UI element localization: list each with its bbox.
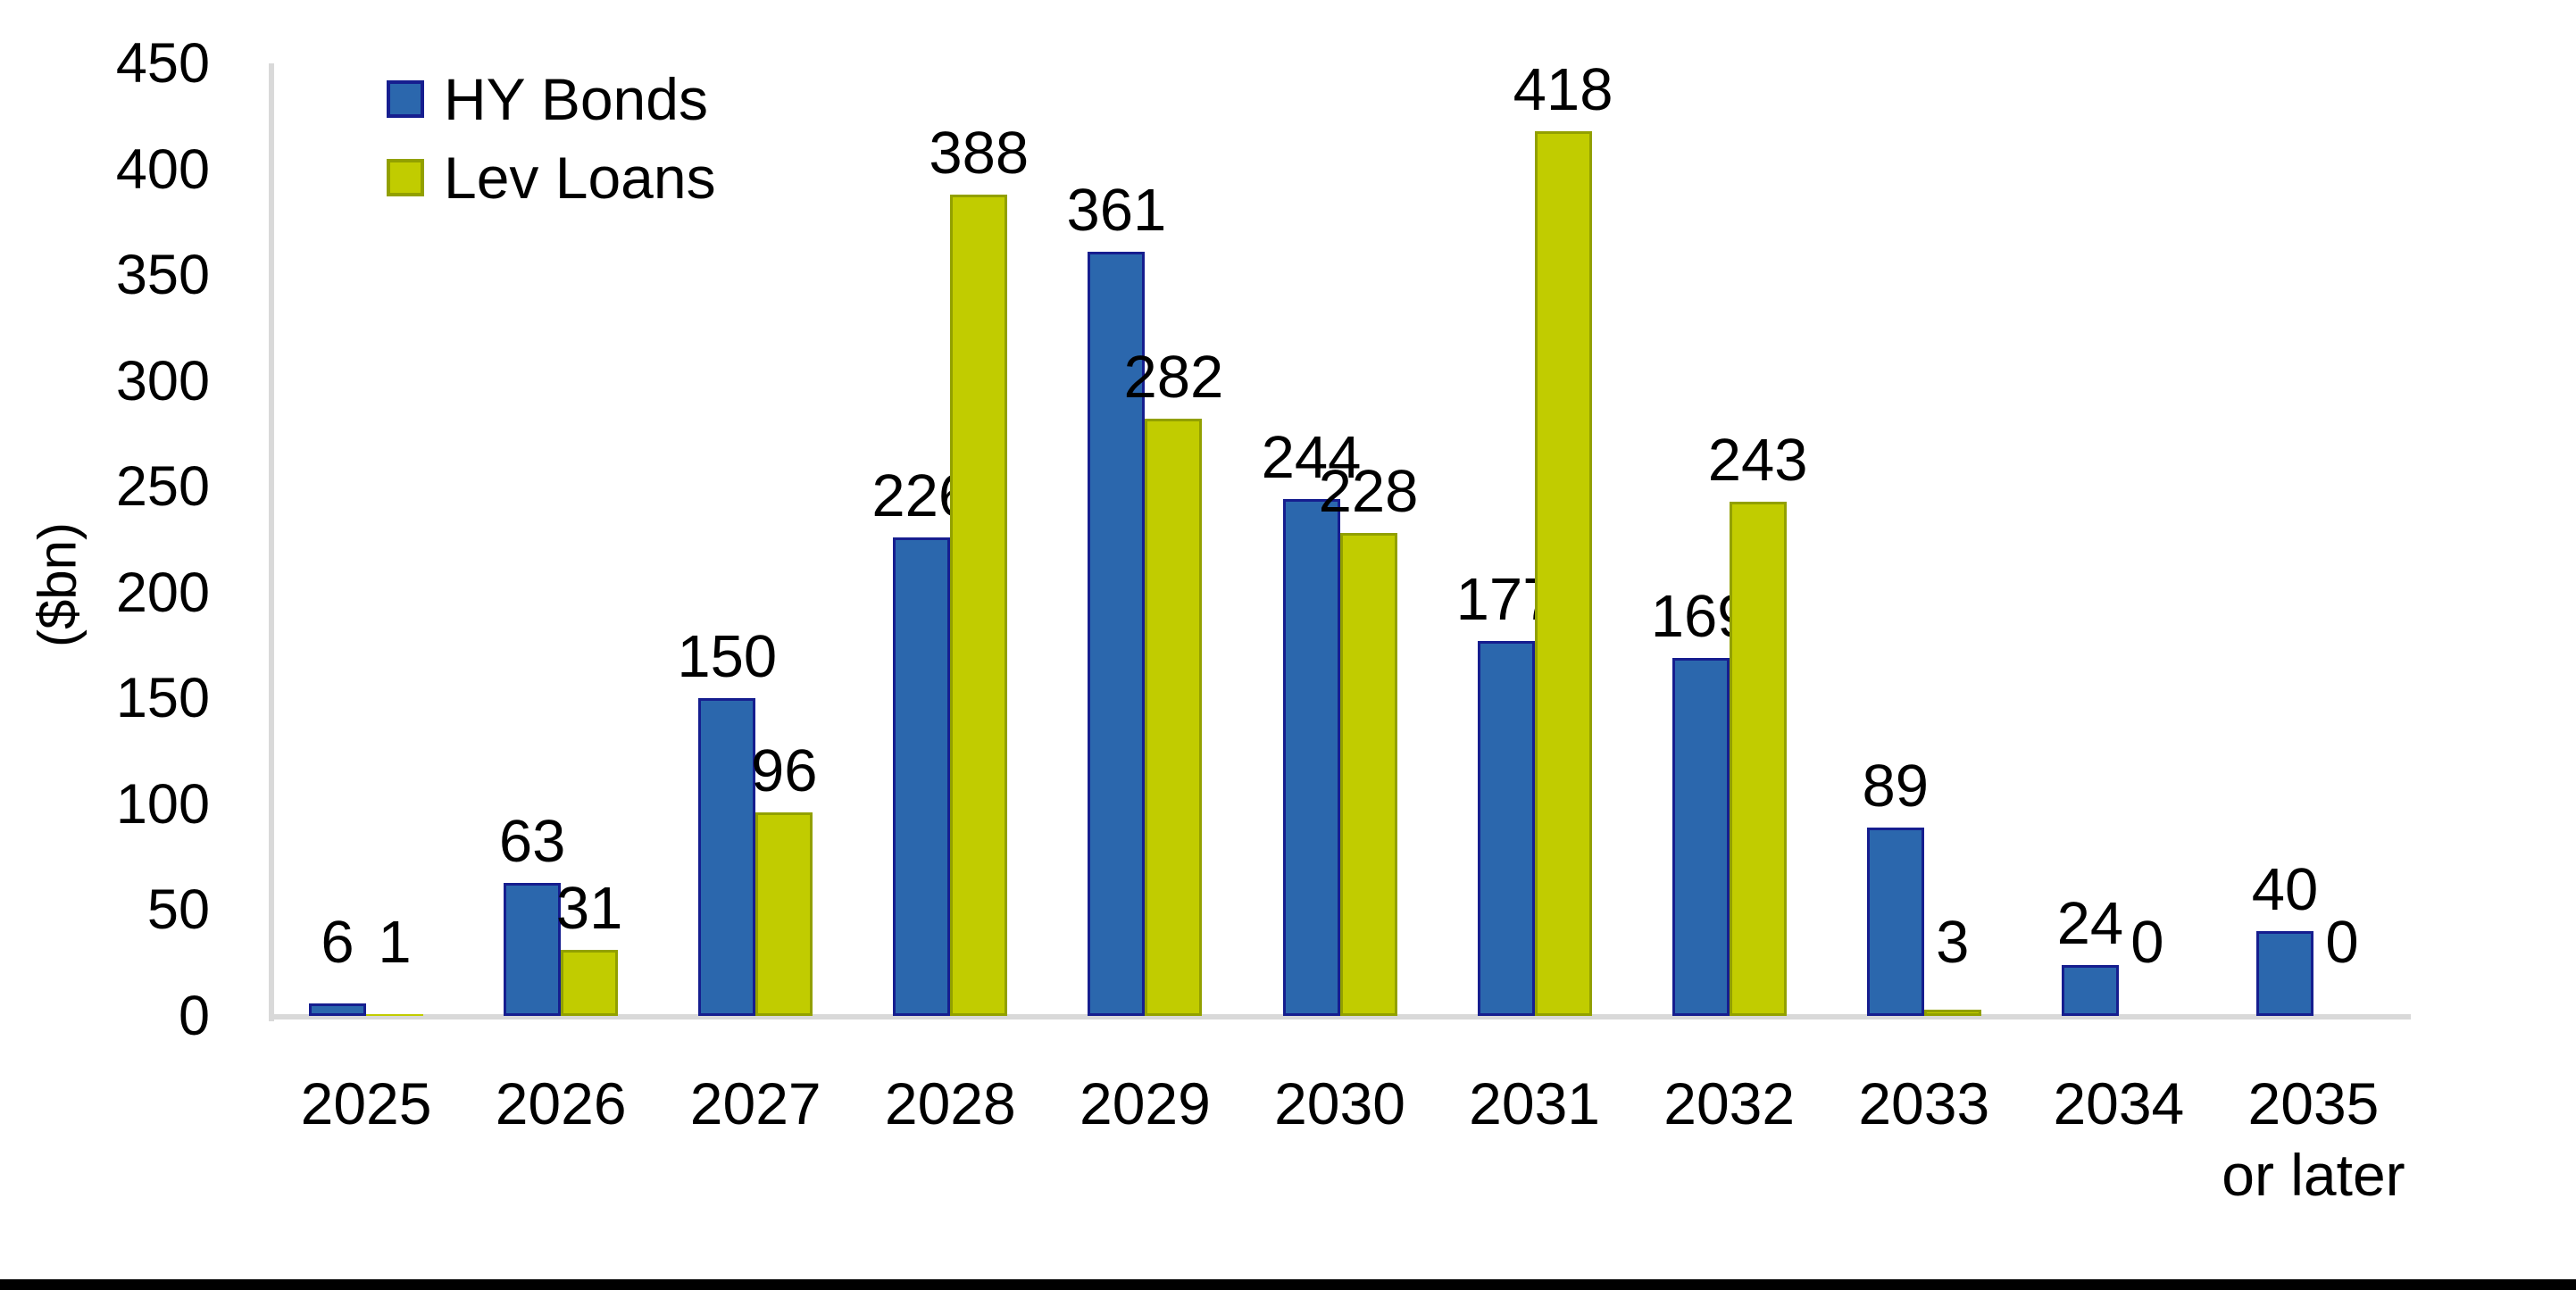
y-axis-tick-label: 100 [115,772,210,836]
bar-value-label-hy-bonds-2034: 24 [2056,890,2124,958]
bar-value-label-lev-loans-2032: 243 [1707,426,1808,494]
bar-hy-bonds-2034 [2061,965,2119,1016]
y-axis-tick-label: 250 [115,455,210,519]
bar-value-label-lev-loans-2028: 388 [929,120,1030,187]
bar-value-label-hy-bonds-2027: 150 [677,623,778,691]
bar-hy-bonds-2025 [309,1003,367,1016]
y-axis-line [269,63,274,1021]
bar-lev-loans-2030 [1339,533,1397,1016]
bar-value-label-hy-bonds-2026: 63 [498,807,566,875]
x-axis-line [269,1014,2411,1020]
bar-value-label-lev-loans-2027: 96 [750,737,818,805]
bar-lev-loans-2032 [1729,501,1787,1016]
bar-value-label-lev-loans-2033: 3 [1936,909,1970,976]
legend-item-lev-loans: Lev Loans [387,145,716,211]
x-axis-category-label-2025: 2025 [300,1070,432,1136]
x-axis-category-label-2031: 2031 [1469,1070,1600,1136]
bar-hy-bonds-2031 [1477,641,1535,1016]
y-axis-tick-label: 200 [115,561,210,624]
x-axis-category-label-2027: 2027 [689,1070,821,1136]
x-axis-category-label-2034: 2034 [2053,1070,2185,1136]
x-axis-category-label-2035: 2035 or later [2222,1070,2405,1208]
bar-value-label-lev-loans-2026: 31 [555,875,623,943]
bar-hy-bonds-2033 [1866,827,1924,1016]
y-axis-tick-label: 350 [115,244,210,307]
bar-lev-loans-2029 [1145,419,1203,1016]
bar-value-label-hy-bonds-2035: 40 [2251,856,2319,924]
bar-value-label-lev-loans-2035: 0 [2325,909,2359,976]
bar-lev-loans-2026 [561,950,619,1016]
bar-hy-bonds-2027 [698,698,756,1016]
bar-hy-bonds-2035 [2255,931,2313,1016]
bar-hy-bonds-2026 [504,882,562,1016]
bar-lev-loans-2025 [366,1013,424,1016]
y-axis-tick-label: 300 [115,349,210,412]
bar-value-label-lev-loans-2031: 418 [1513,55,1613,123]
legend-item-hy-bonds: HY Bonds [387,66,716,132]
y-axis-tick-label: 400 [115,137,210,201]
bar-lev-loans-2033 [1923,1009,1981,1016]
bar-value-label-lev-loans-2025: 1 [378,909,412,976]
y-axis-tick-label: 150 [115,667,210,730]
bar-lev-loans-2027 [755,812,813,1016]
x-axis-category-label-2028: 2028 [884,1070,1016,1136]
x-axis-category-label-2029: 2029 [1079,1070,1211,1136]
bar-value-label-lev-loans-2034: 0 [2130,909,2164,976]
bar-value-label-lev-loans-2030: 228 [1318,458,1419,526]
bar-lev-loans-2031 [1534,130,1592,1016]
x-axis-category-label-2032: 2032 [1663,1070,1796,1136]
bar-hy-bonds-2032 [1671,658,1730,1016]
bar-value-label-lev-loans-2029: 282 [1123,344,1224,412]
x-axis-category-label-2030: 2030 [1274,1070,1405,1136]
bar-value-label-hy-bonds-2025: 6 [321,909,354,976]
bottom-border [0,1279,2576,1290]
bar-value-label-hy-bonds-2030: 244 [1261,424,1362,492]
bar-value-label-hy-bonds-2033: 89 [1862,752,1930,820]
y-axis-tick-label: 450 [115,32,210,95]
x-axis-category-label-2026: 2026 [495,1070,627,1136]
x-axis-category-label-2033: 2033 [1858,1070,1990,1136]
y-axis-tick-label: 0 [178,985,210,1047]
bar-hy-bonds-2028 [893,537,951,1016]
legend-label-hy-bonds: HY Bonds [444,66,708,132]
legend-label-lev-loans: Lev Loans [444,145,716,211]
bar-value-label-hy-bonds-2029: 361 [1066,177,1167,245]
legend-swatch-lev-loans [387,159,424,196]
bar-lev-loans-2028 [950,195,1008,1016]
legend: HY Bonds Lev Loans [387,66,716,236]
bar-hy-bonds-2030 [1282,499,1340,1016]
y-axis-tick-label: 50 [146,878,210,942]
legend-swatch-hy-bonds [387,80,424,118]
bar-hy-bonds-2029 [1088,252,1146,1016]
